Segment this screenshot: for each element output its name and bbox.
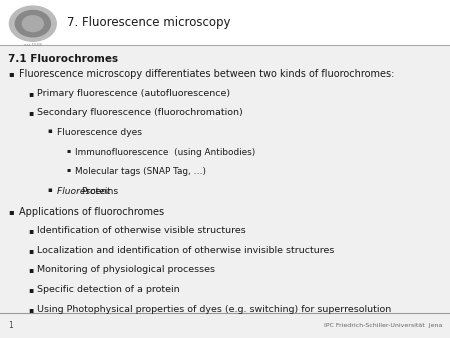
Text: Applications of fluorochromes: Applications of fluorochromes bbox=[19, 207, 164, 217]
Text: ▪: ▪ bbox=[48, 187, 53, 193]
Text: Fluorescent: Fluorescent bbox=[57, 187, 113, 196]
Text: IPC Friedrich-Schiller-Universität  Jena: IPC Friedrich-Schiller-Universität Jena bbox=[324, 323, 442, 328]
Text: ▪: ▪ bbox=[28, 265, 33, 274]
Text: Molecular tags (SNAP Tag, …): Molecular tags (SNAP Tag, …) bbox=[75, 167, 206, 176]
Text: ▪: ▪ bbox=[28, 108, 33, 118]
Bar bbox=[0, 0, 450, 45]
Text: 7. Fluorescence microscopy: 7. Fluorescence microscopy bbox=[67, 17, 230, 29]
Text: Localization and identification of otherwise invisible structures: Localization and identification of other… bbox=[37, 246, 335, 255]
Text: ▪: ▪ bbox=[48, 128, 53, 134]
Circle shape bbox=[15, 10, 50, 37]
Text: ▪: ▪ bbox=[28, 305, 33, 314]
Text: ▪: ▪ bbox=[28, 89, 33, 98]
Text: ▪: ▪ bbox=[67, 148, 71, 153]
Circle shape bbox=[22, 16, 43, 31]
Text: Primary fluorescence (autofluorescence): Primary fluorescence (autofluorescence) bbox=[37, 89, 230, 98]
Text: Secondary fluorescence (fluorochromation): Secondary fluorescence (fluorochromation… bbox=[37, 108, 243, 118]
Text: 1: 1 bbox=[8, 321, 13, 330]
Text: ▪: ▪ bbox=[67, 167, 71, 172]
Text: ▪: ▪ bbox=[28, 246, 33, 255]
Text: ▪: ▪ bbox=[8, 207, 14, 216]
Text: Fluorescence dyes: Fluorescence dyes bbox=[57, 128, 142, 137]
Text: Fluorescence microscopy differentiates between two kinds of fluorochromes:: Fluorescence microscopy differentiates b… bbox=[19, 69, 394, 79]
Text: Immunofluorescence  (using Antibodies): Immunofluorescence (using Antibodies) bbox=[75, 148, 256, 157]
Text: ▪: ▪ bbox=[28, 285, 33, 294]
Text: Proteins: Proteins bbox=[81, 187, 119, 196]
Text: Monitoring of physiological processes: Monitoring of physiological processes bbox=[37, 265, 216, 274]
Text: 7.1 Fluorochromes: 7.1 Fluorochromes bbox=[8, 54, 118, 64]
Circle shape bbox=[9, 6, 56, 41]
Text: Specific detection of a protein: Specific detection of a protein bbox=[37, 285, 180, 294]
Text: Using Photophysical properties of dyes (e.g. switching) for superresolution: Using Photophysical properties of dyes (… bbox=[37, 305, 392, 314]
Text: ▪: ▪ bbox=[8, 69, 14, 78]
Text: est 1558: est 1558 bbox=[24, 43, 42, 47]
Text: ▪: ▪ bbox=[28, 226, 33, 235]
Text: Identification of otherwise visible structures: Identification of otherwise visible stru… bbox=[37, 226, 246, 235]
